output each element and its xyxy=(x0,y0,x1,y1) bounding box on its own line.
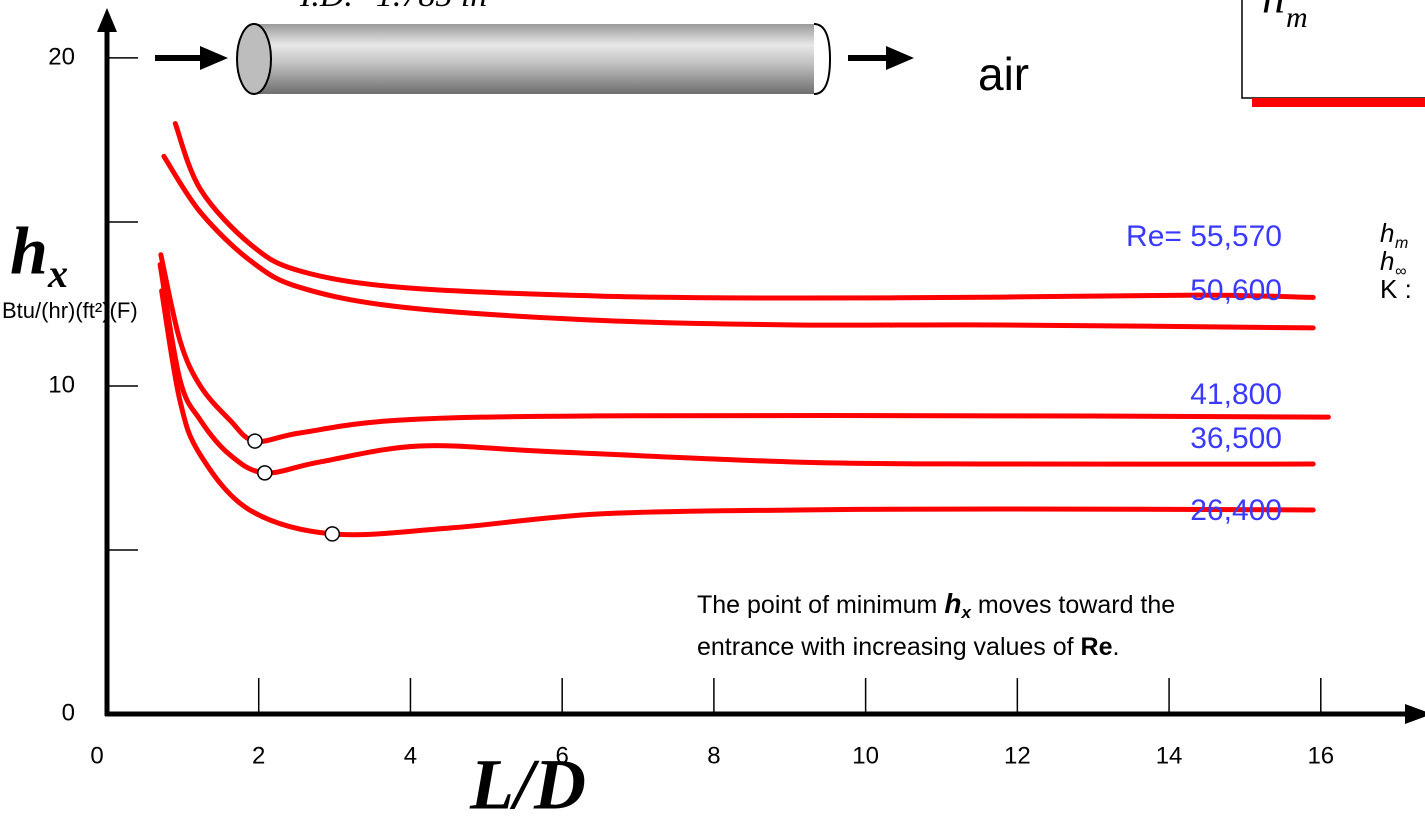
side-note-subscript: m xyxy=(1395,235,1408,252)
y-tick-label: 20 xyxy=(48,43,75,70)
annotation-line: entrance with increasing values of Re. xyxy=(697,633,1119,661)
x-tick-label: 14 xyxy=(1156,742,1183,769)
minimum-point xyxy=(248,434,262,448)
chart: I.D.=1.785 in air h m hmh∞K : h x Btu/(h… xyxy=(0,0,1425,837)
y-axis-symbol: h xyxy=(10,213,48,289)
pipe-opening xyxy=(237,24,271,94)
x-tick-label: 0 xyxy=(90,742,103,769)
inlet-arrow-head xyxy=(200,46,228,70)
series-line xyxy=(161,255,1329,442)
x-tick-label: 6 xyxy=(555,742,568,769)
annotation-line: The point of minimum hx moves toward the xyxy=(697,588,1175,622)
y-axis-units: Btu/(hr)(ft²)(F) xyxy=(2,298,138,323)
side-note: h xyxy=(1380,218,1394,248)
side-note: K : xyxy=(1380,274,1412,304)
minimum-point xyxy=(258,466,272,480)
side-note: h xyxy=(1380,246,1394,276)
series-label: 26,400 xyxy=(1190,494,1282,527)
series-label: 50,600 xyxy=(1190,274,1282,307)
series-line xyxy=(175,124,1313,299)
annotation-text: . xyxy=(1113,633,1120,661)
x-axis-arrow xyxy=(1405,704,1425,724)
outlet-arrow-head xyxy=(886,46,914,70)
annotation-text: h xyxy=(944,588,961,619)
x-tick-label: 2 xyxy=(252,742,265,769)
x-tick-label: 8 xyxy=(707,742,720,769)
side-box-subscript: m xyxy=(1286,1,1308,34)
y-tick-label: 10 xyxy=(48,371,75,398)
fluid-label: air xyxy=(978,48,1029,100)
minimum-point xyxy=(325,527,339,541)
annotation-text: The point of minimum xyxy=(697,591,944,619)
pipe-end xyxy=(814,24,830,94)
x-tick-label: 10 xyxy=(852,742,879,769)
series-label: 41,800 xyxy=(1190,378,1282,411)
annotation-text: moves toward the xyxy=(971,591,1175,619)
side-box-symbol: h xyxy=(1262,0,1285,23)
y-axis-arrow xyxy=(97,8,117,32)
series-label: Re= 55,570 xyxy=(1126,220,1282,253)
annotation-text: entrance with increasing values of xyxy=(697,633,1081,661)
annotation-text: Re xyxy=(1081,633,1113,661)
x-tick-label: 16 xyxy=(1307,742,1334,769)
x-tick-label: 4 xyxy=(404,742,417,769)
side-box-underline xyxy=(1252,98,1425,107)
y-axis-subscript: x xyxy=(47,251,68,296)
x-tick-label: 12 xyxy=(1004,742,1031,769)
pipe-label: I.D.=1.785 in xyxy=(299,0,487,14)
pipe-body xyxy=(254,24,814,94)
series-label: 36,500 xyxy=(1190,422,1282,455)
y-tick-label: 0 xyxy=(62,699,75,726)
